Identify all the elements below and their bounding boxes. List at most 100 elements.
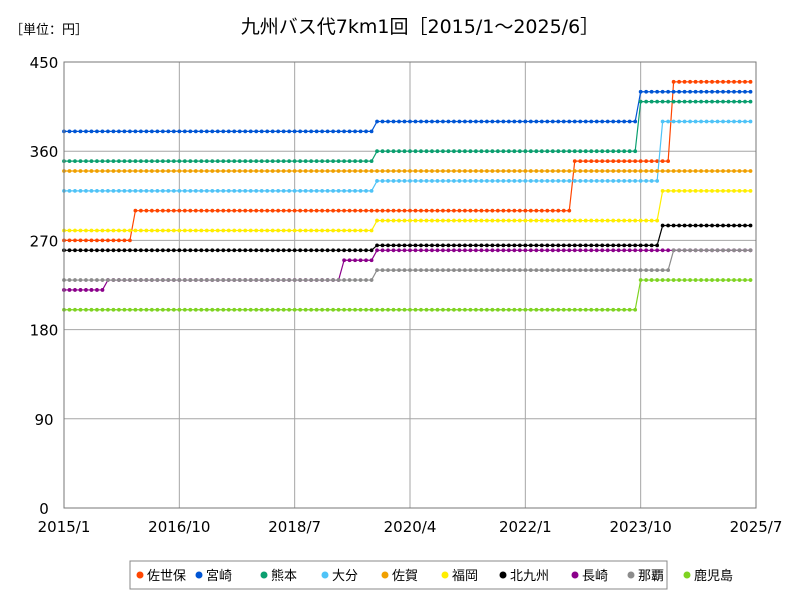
data-point <box>721 89 725 94</box>
data-point <box>122 238 127 243</box>
data-point <box>133 248 138 253</box>
data-point <box>517 149 522 154</box>
data-point <box>369 278 374 282</box>
legend-marker <box>683 571 691 579</box>
data-point <box>567 218 572 223</box>
data-point <box>495 179 500 183</box>
data-point <box>100 188 105 193</box>
data-point <box>633 169 638 173</box>
data-point <box>567 268 572 273</box>
data-point <box>655 243 660 248</box>
data-point <box>177 307 182 312</box>
data-point <box>594 149 599 154</box>
data-point <box>199 169 204 173</box>
data-point <box>583 179 588 183</box>
data-point <box>655 169 660 173</box>
data-point <box>254 248 259 253</box>
data-point <box>89 238 94 243</box>
data-point <box>237 188 242 193</box>
data-point <box>133 188 138 193</box>
data-point <box>364 278 368 282</box>
data-point <box>550 307 555 312</box>
data-point <box>721 79 725 84</box>
data-point <box>182 188 187 193</box>
data-point <box>89 228 94 233</box>
data-point <box>325 169 330 173</box>
data-point <box>78 288 83 292</box>
data-point <box>501 248 506 253</box>
data-point <box>226 159 231 164</box>
data-point <box>353 278 357 282</box>
data-point <box>408 218 412 223</box>
data-point <box>369 129 374 134</box>
data-point <box>402 248 407 253</box>
data-point <box>78 188 83 193</box>
data-point <box>435 243 440 248</box>
data-point <box>732 89 736 94</box>
data-point <box>649 243 654 248</box>
data-point <box>193 307 198 312</box>
data-point <box>682 169 687 173</box>
data-point <box>545 119 550 124</box>
data-point <box>693 89 698 94</box>
legend-item: 那覇 <box>627 569 664 584</box>
data-point <box>331 248 336 253</box>
data-point <box>193 248 198 253</box>
data-point <box>386 307 390 312</box>
data-point <box>523 208 528 213</box>
data-point <box>243 169 248 173</box>
data-point <box>468 208 473 213</box>
data-point <box>666 248 671 253</box>
data-point <box>106 238 110 243</box>
data-point <box>506 268 511 273</box>
data-point <box>463 268 467 273</box>
data-point <box>704 248 709 253</box>
data-point <box>309 278 314 282</box>
data-point <box>463 307 467 312</box>
data-point <box>204 278 209 282</box>
data-point <box>358 278 363 282</box>
data-point <box>715 119 720 124</box>
data-point <box>138 188 143 193</box>
data-point <box>149 228 154 233</box>
data-point <box>578 179 583 183</box>
data-point <box>199 129 204 134</box>
data-point <box>265 129 270 134</box>
data-point <box>446 268 451 273</box>
data-point <box>342 159 346 164</box>
data-point <box>188 129 193 134</box>
data-point <box>336 228 341 233</box>
data-point <box>704 188 709 193</box>
data-point <box>265 169 270 173</box>
data-point <box>726 169 731 173</box>
data-point <box>314 278 319 282</box>
data-point <box>567 169 572 173</box>
data-point <box>726 79 731 84</box>
data-point <box>188 169 193 173</box>
data-point <box>133 307 138 312</box>
data-point <box>106 307 110 312</box>
chart-title: 九州バス代7km1回［2015/1～2025/6］ <box>241 16 599 38</box>
data-point <box>193 129 198 134</box>
data-point <box>314 129 319 134</box>
data-point <box>468 248 473 253</box>
legend-marker <box>136 571 144 579</box>
data-point <box>605 243 610 248</box>
data-point <box>539 179 544 183</box>
data-point <box>111 169 116 173</box>
data-point <box>556 243 561 248</box>
data-point <box>644 278 649 282</box>
data-point <box>616 243 621 248</box>
data-point <box>452 149 456 154</box>
data-point <box>512 307 517 312</box>
data-point <box>281 228 286 233</box>
data-point <box>391 119 396 124</box>
data-point <box>688 119 692 124</box>
data-point <box>737 278 742 282</box>
data-point <box>710 248 714 253</box>
data-point <box>721 169 725 173</box>
data-point <box>254 208 259 213</box>
data-point <box>671 89 676 94</box>
data-point <box>336 307 341 312</box>
data-point <box>67 248 72 253</box>
